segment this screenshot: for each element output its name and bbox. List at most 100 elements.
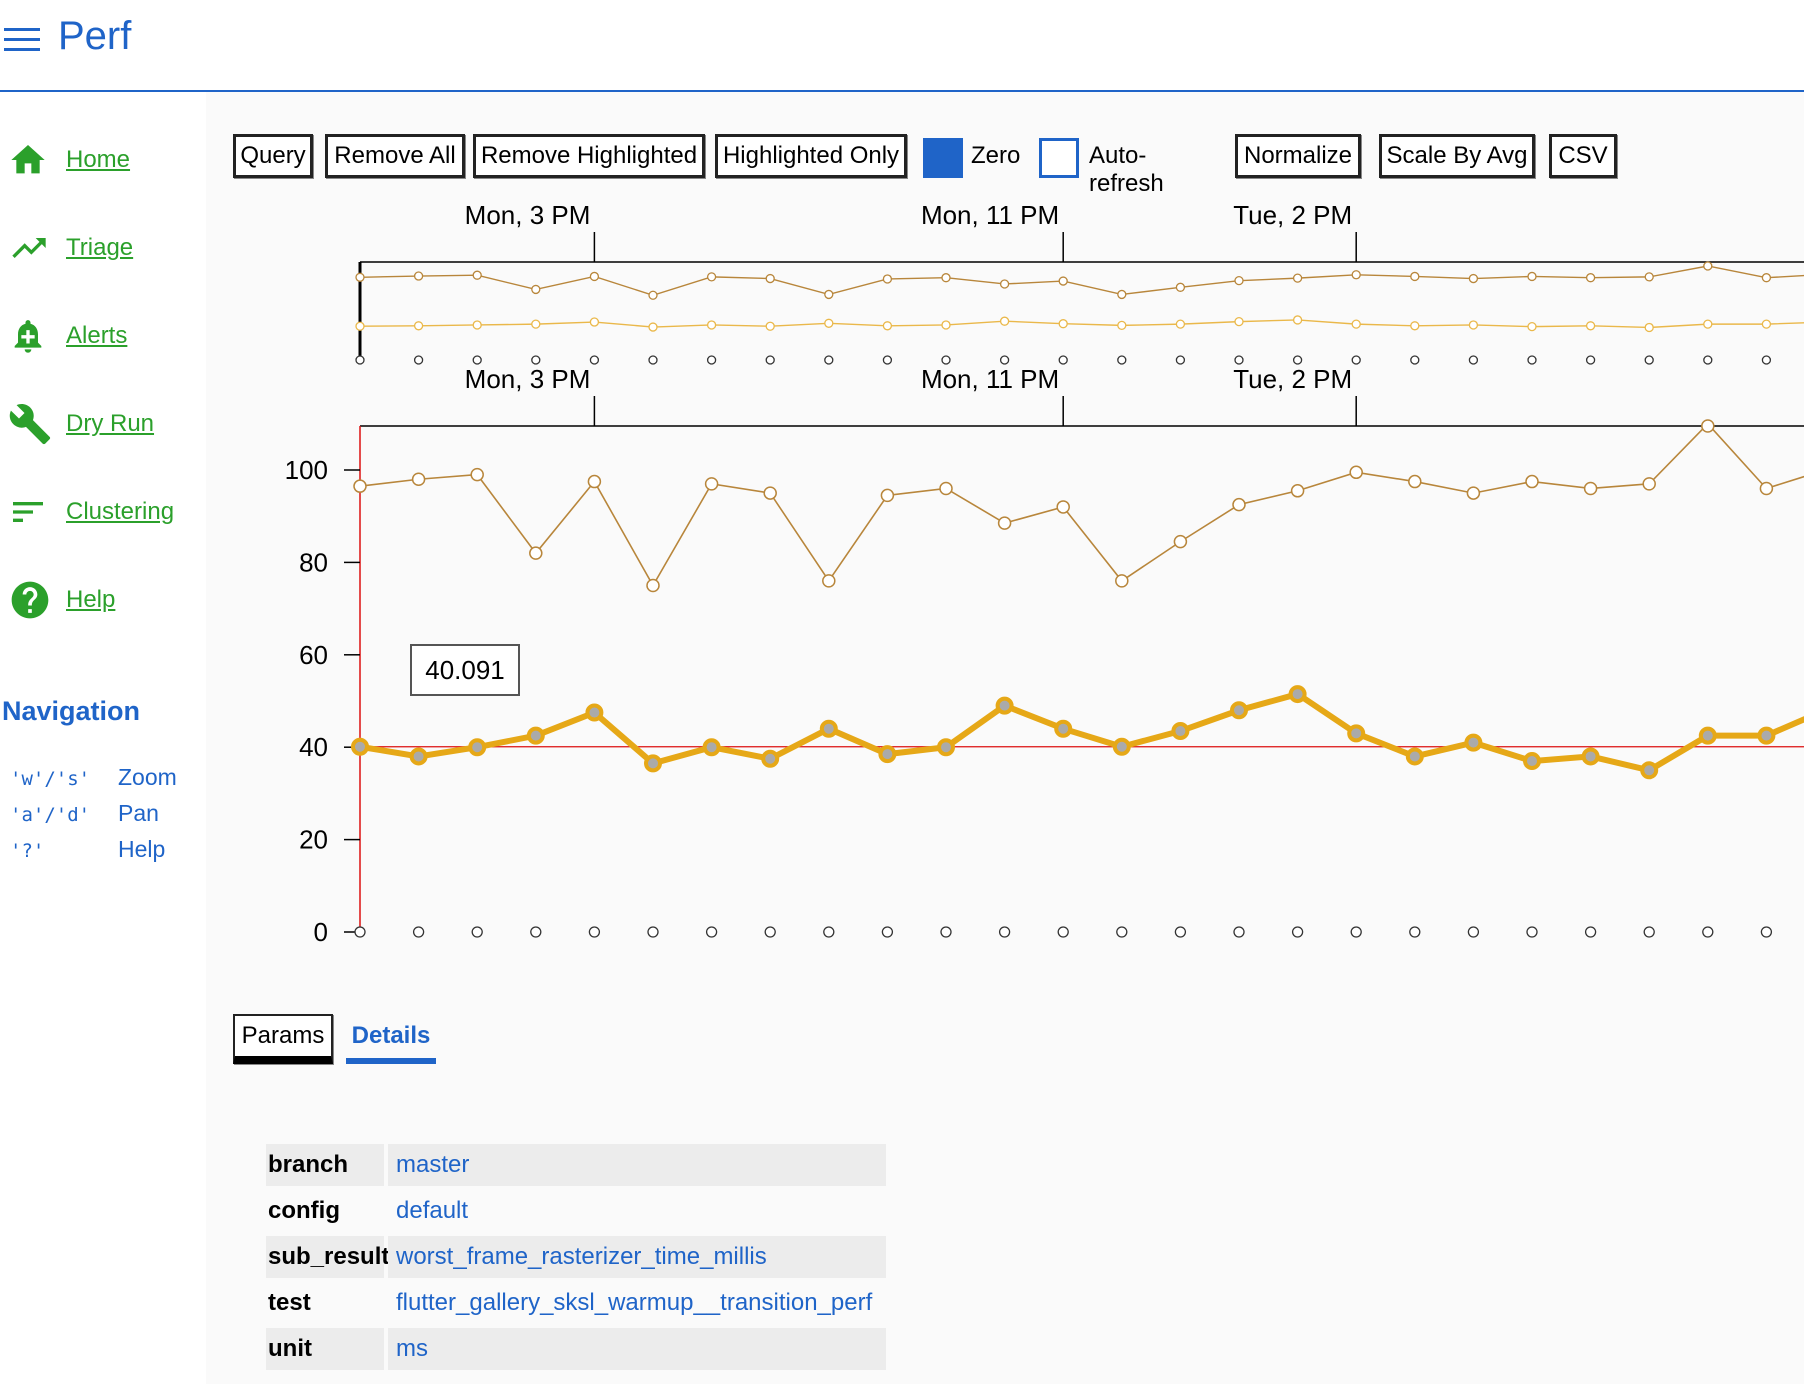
overview-series-upper-point	[1058, 276, 1068, 286]
overview-zero-point	[882, 355, 893, 365]
series-highlight-point	[526, 726, 545, 745]
plot-area[interactable]: Mon, 3 PM Mon, 11 PM Tue, 2 PM Mon, 3 PM Mo…	[0, 0, 1804, 980]
series-highlight-point	[1347, 724, 1366, 743]
overview-series-upper-point	[1703, 261, 1713, 271]
query-button[interactable]: Query	[233, 134, 313, 178]
overview-series-upper-point	[941, 273, 951, 283]
series-highlight-line	[359, 690, 1804, 774]
sidebar-item-label: Clustering	[66, 498, 175, 525]
sidebar-item-clustering[interactable]: Clustering	[8, 490, 174, 534]
overview-series-lower-point	[1585, 321, 1596, 331]
overview-series-upper-point	[413, 271, 424, 281]
overview-series-lower-point	[1292, 315, 1303, 325]
overview-series-lower-point	[1234, 316, 1244, 327]
auto-refresh-label: Auto-refresh	[1089, 142, 1164, 197]
shortcut-row: 'a'/'d' Pan	[10, 800, 159, 827]
tooltip-value: 40.091	[425, 654, 505, 685]
series-upper-point	[353, 479, 367, 493]
series-upper-point	[763, 486, 777, 500]
series-zero-point	[823, 926, 835, 938]
overview-series-lower-point	[413, 321, 424, 331]
sidebar-item-help[interactable]: Help	[8, 578, 115, 622]
sidebar-item-label: Triage	[66, 234, 134, 261]
param-key: unit	[266, 1328, 384, 1370]
param-value[interactable]: ms	[388, 1328, 886, 1370]
bell-plus-icon	[8, 314, 54, 358]
series-highlight-point	[761, 749, 780, 768]
sidebar-item-triage[interactable]: Triage	[8, 226, 133, 270]
trending-up-icon	[8, 226, 54, 270]
navigation-heading: Navigation	[2, 696, 141, 726]
overview-zero-point	[413, 355, 424, 365]
overview-zero-point	[531, 355, 541, 365]
series-zero-point	[1174, 926, 1187, 938]
remove-all-button[interactable]: Remove All	[325, 134, 465, 178]
overview-zero-point	[824, 355, 834, 365]
hamburger-menu-icon[interactable]	[4, 26, 40, 54]
overview-series-lower-point	[1410, 321, 1420, 331]
sidebar-item-dry-run[interactable]: Dry Run	[8, 402, 154, 446]
tab-details[interactable]: Details	[346, 1014, 436, 1064]
series-highlight-point	[702, 738, 721, 757]
scale-by-avg-button[interactable]: Scale By Avg	[1379, 134, 1535, 178]
auto-refresh-checkbox[interactable]	[1039, 138, 1079, 178]
overview-series-lower-line	[359, 319, 1804, 329]
overview-zero-point	[1175, 355, 1186, 365]
main-chart: Mon, 3 PM Mon, 11 PM Tue, 2 PM 0 20 40 60 80 100	[285, 364, 1804, 947]
y-tick-label: 80	[299, 547, 328, 577]
overview-series-lower-point	[1058, 319, 1068, 329]
series-highlight-point	[585, 703, 604, 722]
series-zero-point	[412, 926, 425, 938]
zero-label: Zero	[971, 142, 1021, 169]
zero-checkbox[interactable]	[923, 138, 963, 178]
series-highlight-point	[1464, 733, 1483, 752]
series-zero-point	[764, 926, 776, 938]
overview-series-upper-point	[1117, 289, 1127, 300]
normalize-button[interactable]: Normalize	[1235, 134, 1361, 178]
overview-series-lower-point	[472, 320, 482, 330]
param-key: sub_result	[266, 1236, 389, 1278]
overview-series-upper-point	[1292, 273, 1303, 283]
value-tooltip: 40.091	[410, 644, 520, 696]
series-highlight-point	[937, 738, 955, 757]
series-upper-line	[359, 422, 1804, 588]
tab-params[interactable]: Params	[233, 1014, 333, 1064]
series-highlight-point	[878, 745, 897, 764]
y-tick-label: 40	[299, 732, 328, 762]
overview-series-lower-point	[1703, 319, 1713, 329]
series-highlight-point	[1698, 726, 1717, 745]
overview-series-upper-point	[882, 274, 893, 284]
series-highlight-point	[1523, 752, 1541, 771]
sidebar-item-alerts[interactable]: Alerts	[8, 314, 127, 358]
param-value[interactable]: flutter_gallery_sksl_warmup__transition_…	[396, 1289, 873, 1316]
series-upper-point	[880, 488, 895, 503]
param-value[interactable]: master	[388, 1144, 886, 1186]
series-highlight-point	[1288, 685, 1307, 704]
param-value[interactable]: default	[396, 1197, 469, 1224]
series-upper-point	[1290, 484, 1305, 498]
overview-series-lower-point	[1117, 320, 1127, 331]
overview-zero-point	[999, 355, 1010, 365]
wrench-icon	[8, 402, 54, 446]
highlighted-only-button[interactable]: Highlighted Only	[715, 134, 907, 178]
overview-x-tick-label: Mon, 3 PM	[465, 200, 591, 230]
overview-zero-point	[589, 355, 600, 365]
csv-button[interactable]: CSV	[1549, 134, 1617, 178]
overview-series-upper-point	[706, 272, 717, 282]
param-value[interactable]: worst_frame_rasterizer_time_millis	[388, 1236, 886, 1278]
overview-series-upper-point	[472, 270, 482, 280]
y-tick-label: 0	[314, 917, 328, 947]
series-zero-point	[1643, 926, 1655, 938]
overview-zero-point	[1703, 355, 1713, 365]
sidebar-item-label: Dry Run	[66, 410, 155, 437]
series-highlight-point	[1054, 719, 1073, 738]
overview-zero-point	[472, 355, 482, 365]
series-zero-point	[1526, 926, 1538, 938]
overview-zero-point	[1234, 355, 1244, 365]
overview-series-upper-point	[1761, 273, 1772, 283]
series-zero-point	[1702, 926, 1714, 938]
remove-highlighted-button[interactable]: Remove Highlighted	[473, 134, 705, 178]
overview-series-lower-point	[706, 320, 717, 330]
series-highlight-point	[409, 747, 428, 766]
sidebar-item-home[interactable]: Home	[8, 138, 130, 182]
